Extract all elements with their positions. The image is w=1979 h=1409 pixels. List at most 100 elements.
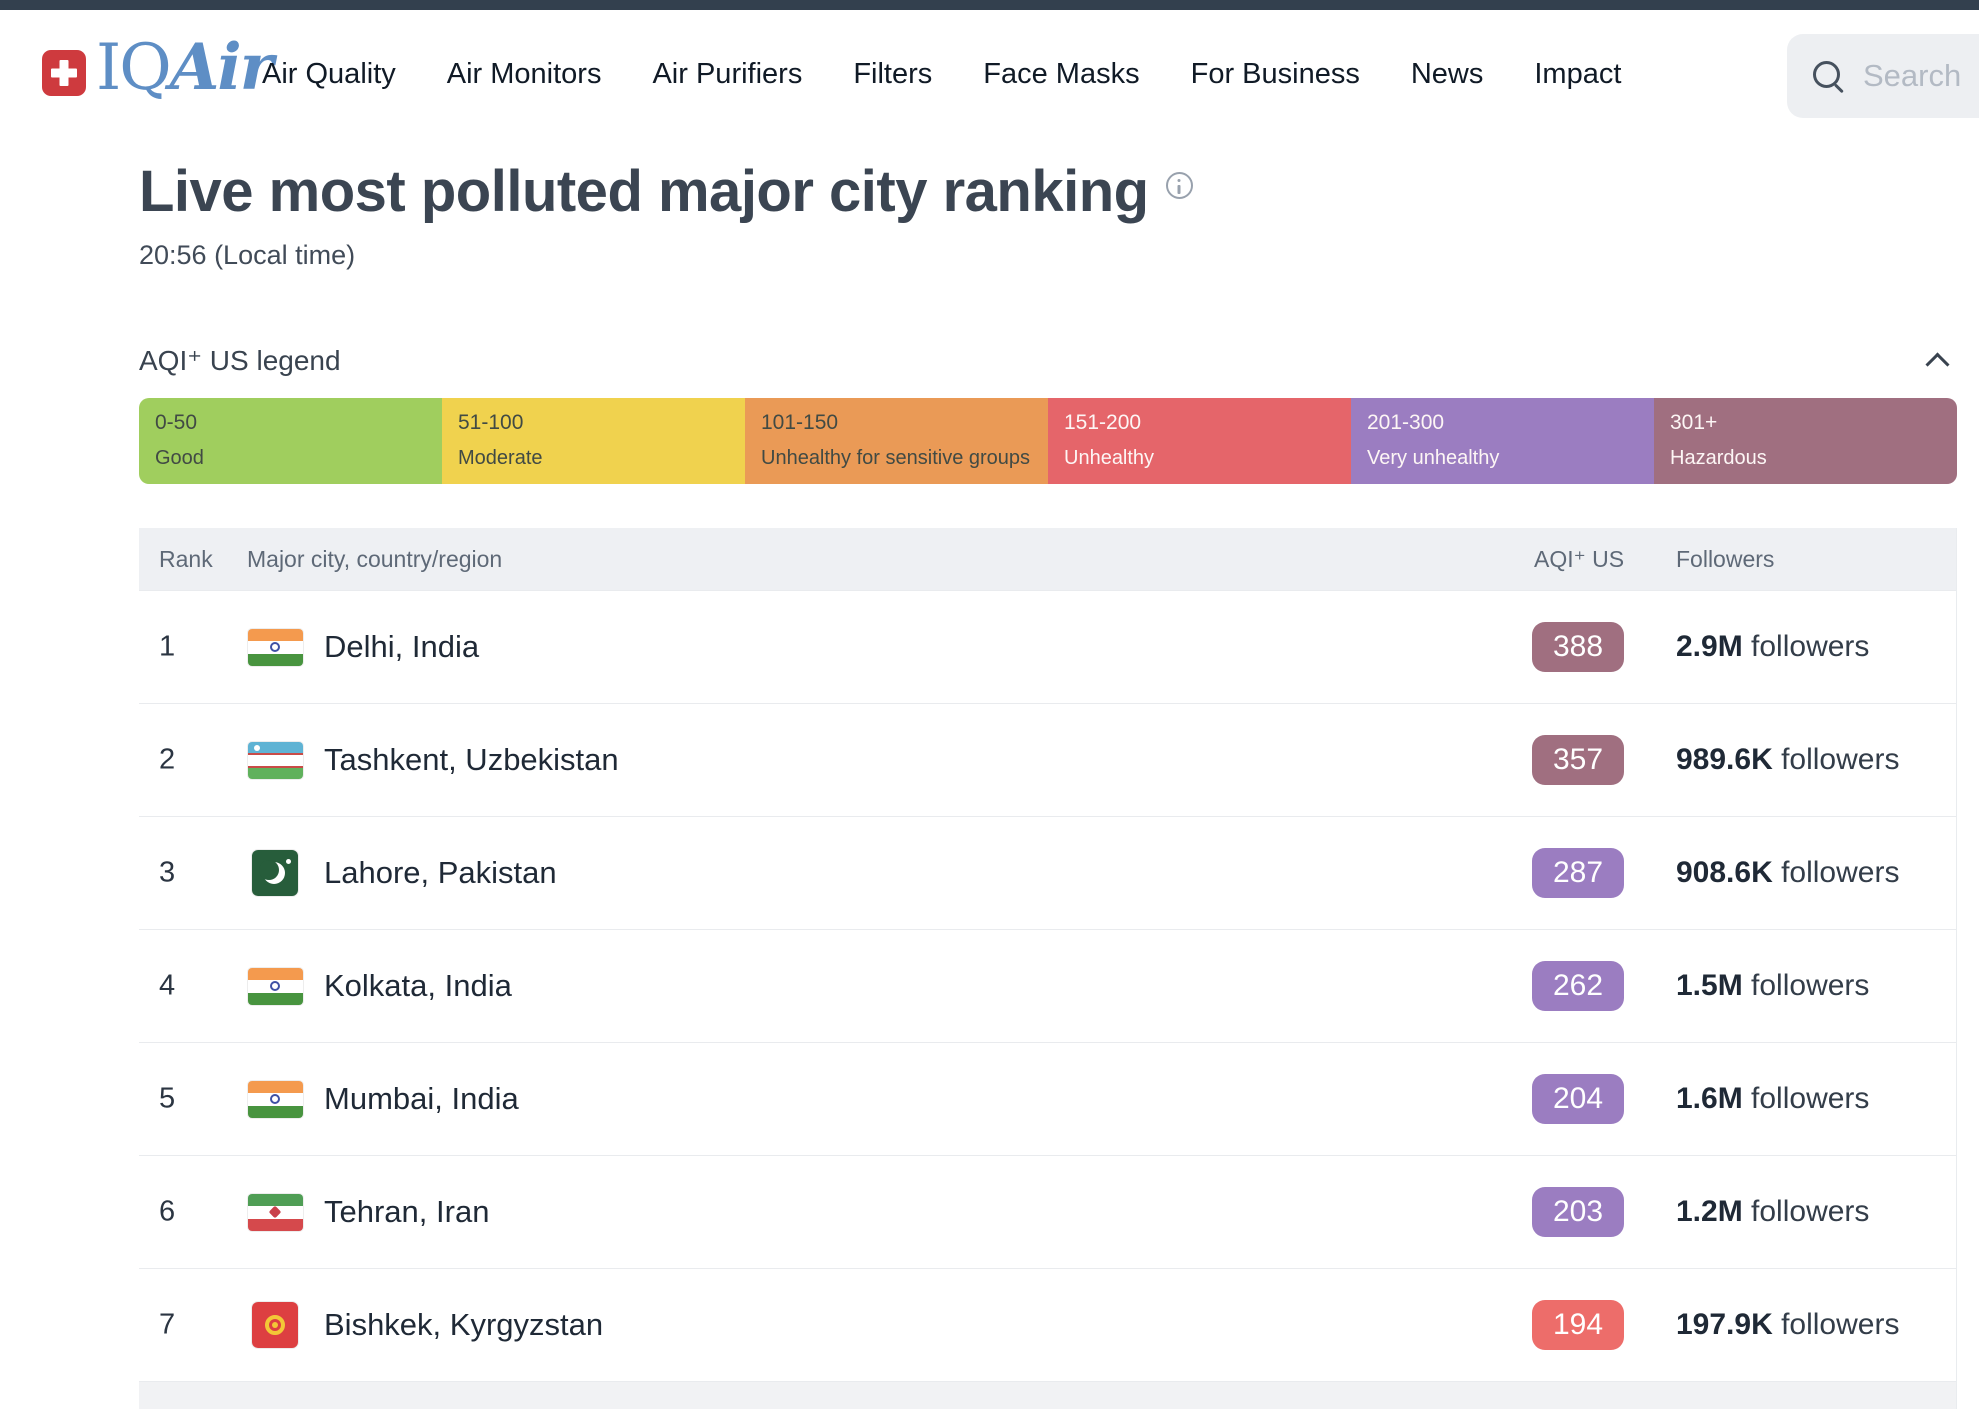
legend-range: 101-150: [761, 411, 839, 434]
nav-item-air-monitors[interactable]: Air Monitors: [446, 57, 602, 90]
table-row[interactable]: 7 Bishkek, Kyrgyzstan 194 197.9K followe…: [139, 1268, 1956, 1381]
city-name[interactable]: Lahore, Pakistan: [324, 855, 557, 890]
page-title: Live most polluted major city ranking: [139, 159, 1149, 224]
rank-cell: 4: [159, 969, 176, 1002]
nav-menu: Air Quality Air Monitors Air Purifiers Filt…: [262, 10, 1621, 138]
city-name[interactable]: Tashkent, Uzbekistan: [324, 742, 619, 777]
followers-cell: 1.5M followers: [1676, 969, 1869, 1003]
followers-count: 1.2M: [1676, 1195, 1743, 1228]
legend-band: 201-300 Very unhealthy: [1351, 398, 1654, 484]
header-aqi: AQI⁺ US: [1534, 546, 1625, 572]
rank-cell: 2: [159, 743, 176, 776]
legend-band: 0-50 Good: [139, 398, 442, 484]
followers-suffix: followers: [1772, 856, 1900, 889]
info-icon[interactable]: [1165, 172, 1193, 199]
legend-band: 51-100 Moderate: [442, 398, 745, 484]
legend-range: 0-50: [155, 411, 198, 434]
legend-header: AQI⁺ US legend: [139, 344, 1957, 377]
legend-title: AQI⁺ US legend: [139, 345, 341, 376]
ranking-table: Rank Major city, country/region AQI⁺ US …: [139, 528, 1957, 1409]
legend-range: 201-300: [1367, 411, 1445, 434]
followers-suffix: followers: [1772, 743, 1900, 776]
legend-label: Unhealthy: [1064, 447, 1155, 469]
aqi-badge: 357: [1532, 735, 1624, 785]
city-name[interactable]: Delhi, India: [324, 629, 480, 664]
table-row[interactable]: 6 Tehran, Iran 203 1.2M followers: [139, 1155, 1956, 1268]
table-row[interactable]: 1 Delhi, India 388 2.9M followers: [139, 590, 1956, 703]
legend-band: 101-150 Unhealthy for sensitive groups: [745, 398, 1048, 484]
legend-label: Hazardous: [1670, 447, 1767, 469]
flag-slot: [247, 850, 303, 896]
flag-kyrgyzstan-icon: [252, 1302, 298, 1348]
flag-uzbekistan-icon: [247, 741, 303, 779]
legend-range: 51-100: [458, 411, 524, 434]
header-followers: Followers: [1676, 546, 1775, 572]
brand-air: Air: [169, 30, 274, 105]
legend-label: Very unhealthy: [1367, 447, 1500, 469]
chevron-up-icon[interactable]: [1927, 350, 1949, 372]
legend-range: 151-200: [1064, 411, 1142, 434]
brand-iq: IQ: [96, 31, 172, 105]
followers-cell: 197.9K followers: [1676, 1308, 1899, 1342]
table-row[interactable]: 4 Kolkata, India 262 1.5M followers: [139, 929, 1956, 1042]
city-name[interactable]: Bishkek, Kyrgyzstan: [324, 1307, 604, 1342]
search-box[interactable]: [1787, 34, 1979, 118]
followers-count: 1.5M: [1676, 969, 1743, 1002]
nav-item-impact[interactable]: Impact: [1534, 57, 1622, 90]
table-body: 1 Delhi, India 388 2.9M followers 2 Tash…: [139, 590, 1956, 1381]
aqi-badge: 204: [1532, 1074, 1624, 1124]
iqair-logo[interactable]: IQAir: [42, 36, 273, 101]
aqi-badge: 203: [1532, 1187, 1624, 1237]
nav-item-air-purifiers[interactable]: Air Purifiers: [652, 57, 803, 90]
flag-slot: [247, 737, 303, 783]
nav-item-air-quality[interactable]: Air Quality: [262, 57, 396, 90]
flag-slot: [247, 963, 303, 1009]
followers-count: 908.6K: [1676, 856, 1773, 889]
aqi-badge: 194: [1532, 1300, 1624, 1350]
nav-item-face-masks[interactable]: Face Masks: [983, 57, 1140, 90]
star-emblem-icon: [286, 859, 291, 864]
followers-suffix: followers: [1742, 1195, 1870, 1228]
rank-cell: 3: [159, 856, 176, 889]
uzb-emblem-icon: [253, 744, 260, 751]
city-name[interactable]: Tehran, Iran: [324, 1194, 490, 1229]
chakra-emblem-icon: [270, 1094, 280, 1104]
flag-slot: [247, 624, 303, 670]
legend-band: 301+ Hazardous: [1654, 398, 1957, 484]
search-icon: [1813, 61, 1843, 91]
header-rank: Rank: [159, 546, 213, 572]
header-city: Major city, country/region: [247, 546, 503, 572]
flag-iran-icon: [247, 1193, 303, 1231]
table-row[interactable]: 5 Mumbai, India 204 1.6M followers: [139, 1042, 1956, 1155]
flag-slot: [247, 1302, 303, 1348]
nav-item-news[interactable]: News: [1410, 57, 1484, 90]
table-row[interactable]: 3 Lahore, Pakistan 287 908.6K followers: [139, 816, 1956, 929]
legend-label: Good: [155, 447, 204, 469]
crescent-emblem-icon: [259, 860, 287, 885]
table-row[interactable]: 2 Tashkent, Uzbekistan 357 989.6K follow…: [139, 703, 1956, 816]
table-header: Rank Major city, country/region AQI⁺ US …: [139, 528, 1956, 590]
top-navigation: IQAir Air Quality Air Monitors Air Purifie…: [0, 10, 1979, 138]
followers-cell: 989.6K followers: [1676, 743, 1899, 777]
followers-cell: 2.9M followers: [1676, 630, 1869, 664]
search-input[interactable]: [1863, 58, 1979, 94]
flag-india-icon: [247, 967, 303, 1005]
city-name[interactable]: Kolkata, India: [324, 968, 512, 1003]
flag-india-icon: [247, 628, 303, 666]
swiss-cross-icon: [42, 50, 86, 96]
followers-suffix: followers: [1742, 1082, 1870, 1115]
local-time: 20:56 (Local time): [139, 240, 356, 270]
aqi-badge: 262: [1532, 961, 1624, 1011]
nav-item-filters[interactable]: Filters: [853, 57, 933, 90]
brand-text: IQAir: [96, 36, 273, 101]
city-name[interactable]: Mumbai, India: [324, 1081, 519, 1116]
followers-count: 197.9K: [1676, 1308, 1773, 1341]
top-accent-bar: [0, 0, 1979, 10]
rank-cell: 5: [159, 1082, 176, 1115]
flag-pakistan-icon: [252, 850, 298, 896]
nav-item-for-business[interactable]: For Business: [1190, 57, 1360, 90]
aqi-badge: 287: [1532, 848, 1624, 898]
followers-suffix: followers: [1772, 1308, 1900, 1341]
aqi-badge: 388: [1532, 622, 1624, 672]
